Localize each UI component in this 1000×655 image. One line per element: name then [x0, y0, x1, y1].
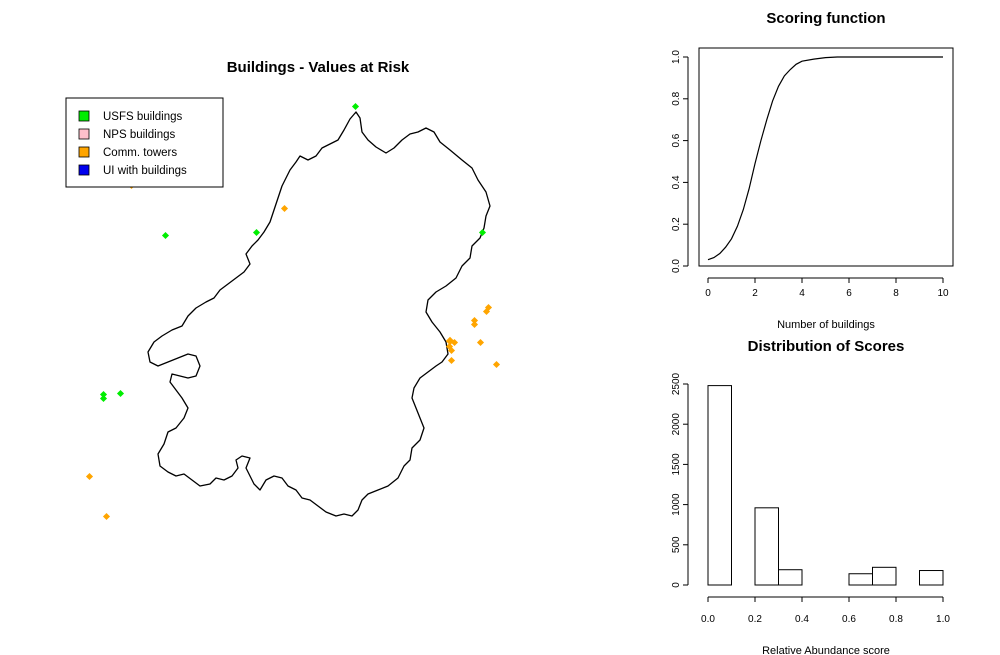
scoring-x-tick-label: 2 [752, 288, 758, 299]
histogram-bar [872, 566, 897, 586]
legend-swatch-usfs [78, 110, 90, 122]
usfs-points [99, 102, 487, 403]
histogram-bars [707, 385, 944, 586]
legend-swatch-nps [78, 128, 90, 140]
usfs-building-point [99, 394, 108, 403]
scoring-y-tick-label: 0.2 [671, 217, 682, 231]
comm-tower-point [470, 316, 479, 325]
comm-tower-point [447, 356, 456, 365]
scoring-y-tick-label: 0.6 [671, 133, 682, 147]
scoring-y-tick-label: 0.8 [671, 91, 682, 105]
usfs-building-point [478, 228, 487, 237]
comm-tower-point [102, 512, 111, 521]
usfs-building-point [252, 228, 261, 237]
scoring-panel: Scoring function 0 2 4 6 8 10 0.0 0.2 0.4 0.6 0.8… [671, 10, 954, 331]
distribution-y-tick-label: 1000 [671, 493, 682, 516]
scoring-plot-frame [698, 47, 954, 267]
comm-tower-point [492, 360, 501, 369]
forest-boundary [147, 111, 491, 517]
distribution-x-tick-label: 1.0 [936, 614, 950, 625]
legend-swatch-ui [78, 164, 90, 176]
histogram-bar [707, 385, 732, 586]
comm-tower-point [450, 338, 459, 347]
usfs-building-point [99, 390, 108, 399]
distribution-y-tick-label: 500 [671, 536, 682, 553]
comm-tower-point [476, 338, 485, 347]
usfs-building-point [351, 102, 360, 111]
distribution-x-tick-label: 0.0 [701, 614, 715, 625]
comm-tower-points [85, 181, 501, 521]
usfs-building-point [161, 231, 170, 240]
usfs-building-point [116, 389, 125, 398]
scoring-y-axis: 0.0 0.2 0.4 0.6 0.8 1.0 [671, 50, 689, 273]
distribution-x-tick-label: 0.8 [889, 614, 903, 625]
scoring-x-tick-label: 8 [893, 288, 899, 299]
map-panel: Buildings - Values at Risk [65, 59, 501, 521]
scoring-y-tick-label: 0.0 [671, 259, 682, 273]
legend-swatch-comm [78, 146, 90, 158]
distribution-x-tick-label: 0.4 [795, 614, 809, 625]
distribution-y-tick-label: 2000 [671, 413, 682, 436]
legend-label-ui: UI with buildings [103, 165, 187, 177]
scoring-x-tick-label: 10 [937, 288, 949, 299]
distribution-x-axis: 0.0 0.2 0.4 0.6 0.8 1.0 [701, 596, 950, 625]
histogram-bar [778, 569, 803, 586]
distribution-y-axis: 0 500 1000 1500 2000 2500 [671, 372, 689, 588]
scoring-curve [707, 56, 943, 261]
comm-tower-point [447, 346, 456, 355]
map-title: Buildings - Values at Risk [227, 59, 410, 76]
legend-label-nps: NPS buildings [103, 129, 175, 141]
scoring-x-tick-label: 6 [846, 288, 852, 299]
scoring-x-tick-label: 0 [705, 288, 711, 299]
legend-label-usfs: USFS buildings [103, 111, 183, 123]
distribution-x-tick-label: 0.6 [842, 614, 856, 625]
legend-box [65, 97, 224, 188]
distribution-y-tick-label: 0 [671, 582, 682, 588]
histogram-bar [754, 507, 779, 586]
distribution-title: Distribution of Scores [748, 338, 905, 355]
distribution-x-tick-label: 0.2 [748, 614, 762, 625]
map-legend: USFS buildings NPS buildings Comm. tower… [65, 97, 224, 188]
scoring-x-tick-label: 4 [799, 288, 805, 299]
scoring-x-axis: 0 2 4 6 8 10 [705, 277, 949, 299]
histogram-bar [848, 573, 873, 586]
legend-label-comm: Comm. towers [103, 147, 177, 159]
distribution-x-label: Relative Abundance score [762, 645, 890, 655]
comm-tower-point [470, 320, 479, 329]
distribution-y-tick-label: 2500 [671, 372, 682, 395]
distribution-panel: Distribution of Scores 0.0 0.2 0.4 0.6 0.8 1.… [671, 338, 950, 655]
scoring-x-label: Number of buildings [777, 319, 875, 331]
scoring-title: Scoring function [766, 10, 885, 27]
scoring-y-tick-label: 0.4 [671, 175, 682, 189]
comm-tower-point [280, 204, 289, 213]
histogram-bar [919, 570, 944, 586]
comm-tower-point [482, 307, 491, 316]
scoring-y-tick-label: 1.0 [671, 50, 682, 64]
distribution-y-tick-label: 1500 [671, 453, 682, 476]
comm-tower-point [85, 472, 94, 481]
